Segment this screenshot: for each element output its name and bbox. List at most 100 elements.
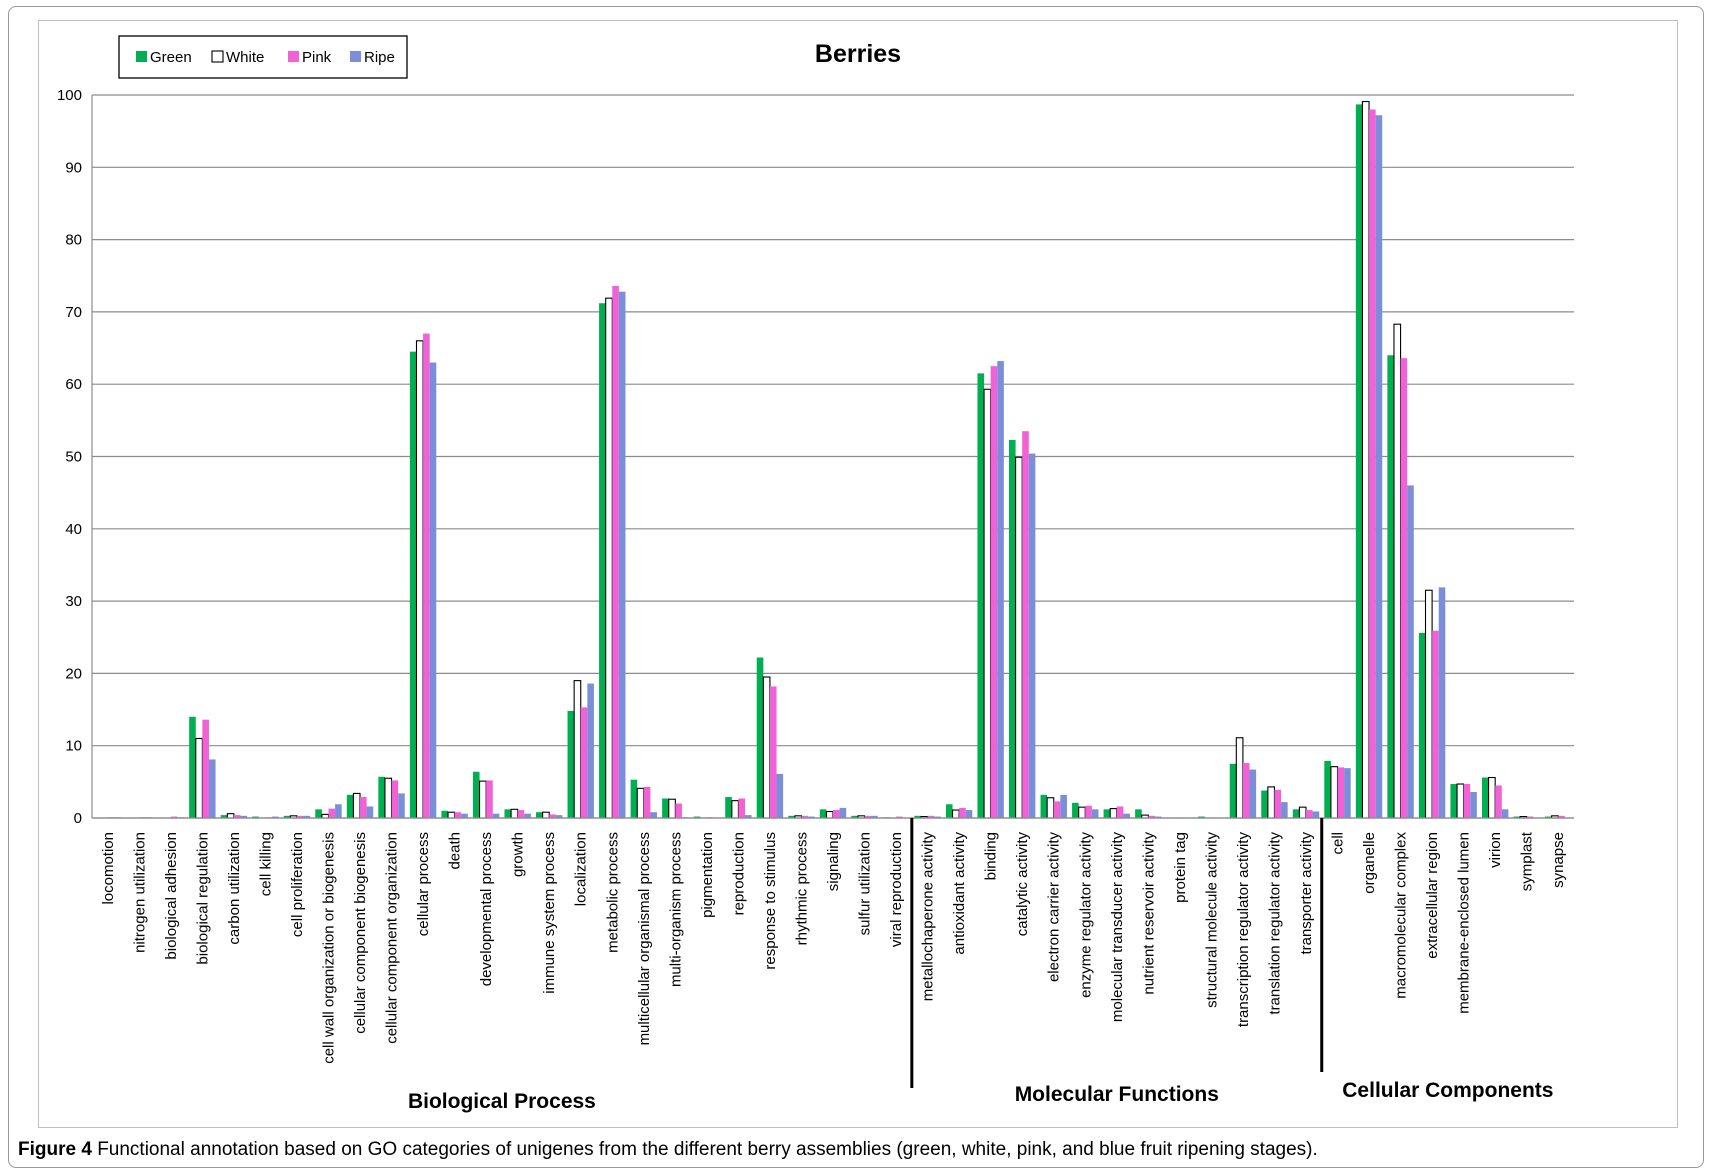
bar-pink (1495, 785, 1502, 818)
x-tick-label: biological adhesion (163, 832, 180, 960)
bar-green (1261, 790, 1268, 818)
bar-green (378, 776, 385, 818)
bar-ripe (1407, 485, 1414, 818)
bar-white (542, 811, 550, 819)
legend-swatch-white (211, 50, 224, 63)
bar-ripe (303, 815, 311, 818)
bar-green (788, 815, 795, 818)
bar-green (945, 804, 953, 818)
bar-pink (612, 285, 619, 818)
bar-ripe (839, 807, 847, 818)
bar-ripe (429, 362, 437, 818)
bar-green (1545, 816, 1552, 818)
bar-ripe (997, 361, 1004, 818)
bar-green (1008, 439, 1016, 818)
bar-white (1109, 808, 1118, 819)
bar-pink (170, 816, 178, 818)
x-tick-label: cell killing (257, 832, 274, 896)
bar-white (1235, 737, 1244, 819)
bar-ripe (1281, 802, 1288, 818)
chart-area (38, 20, 1678, 1128)
bar-pink (864, 815, 872, 818)
bar-white (668, 798, 676, 819)
bar-green (914, 815, 921, 818)
chart-title: Berries (815, 40, 901, 68)
bar-green (662, 798, 669, 818)
bar-pink (643, 786, 651, 818)
bar-ripe (965, 810, 973, 818)
bar-green (567, 710, 575, 818)
bar-pink (233, 815, 241, 818)
x-tick-label: catalytic activity (1014, 832, 1031, 937)
x-tick-label: locomotion (100, 832, 117, 905)
bar-ripe (587, 683, 594, 818)
bar-white (415, 340, 424, 819)
bar-ripe (1501, 809, 1509, 818)
bar-green (1355, 104, 1363, 819)
bar-white (731, 800, 739, 819)
bar-pink (360, 797, 367, 818)
x-tick-label: nitrogen utilization (131, 832, 148, 953)
bar-pink (1148, 815, 1155, 818)
x-tick-label: structural molecule activity (1203, 832, 1220, 1008)
y-tick-label: 10 (65, 738, 82, 755)
bar-white (1015, 456, 1023, 819)
bar-white (478, 780, 487, 819)
y-tick-label: 40 (65, 521, 82, 538)
bar-pink (1022, 431, 1029, 818)
x-tick-label: pigmentation (699, 832, 716, 918)
bar-pink (738, 798, 746, 818)
bar-green (1513, 816, 1521, 818)
bar-green (1450, 784, 1458, 818)
bar-ripe (366, 806, 374, 818)
bar-white (1267, 786, 1275, 819)
bar-green (599, 303, 606, 818)
bar-pink (833, 810, 840, 818)
legend-swatch-ripe (350, 51, 361, 62)
bar-ripe (335, 804, 342, 818)
bar-pink (296, 815, 304, 818)
x-tick-label: sulfur utilization (857, 832, 874, 935)
bar-green (1135, 809, 1142, 818)
group-label: Molecular Functions (1015, 1083, 1219, 1106)
bar-ripe (1470, 791, 1477, 818)
x-tick-label: carbon utilization (226, 832, 243, 945)
bar-green (977, 373, 985, 818)
bar-white (447, 811, 456, 819)
y-tick-label: 60 (65, 376, 82, 393)
bar-ripe (492, 813, 500, 818)
bar-green (1418, 632, 1426, 818)
bar-green (1324, 760, 1331, 818)
bar-ripe (745, 815, 752, 818)
bar-green (851, 815, 858, 818)
bar-pink (896, 816, 903, 818)
x-tick-label: viral reproduction (888, 832, 905, 947)
bar-pink (202, 719, 209, 818)
bar-ripe (934, 816, 941, 818)
bar-green (1040, 794, 1048, 818)
bar-green (630, 779, 638, 818)
x-tick-label: multi-organism process (667, 832, 684, 987)
bar-green (315, 809, 322, 818)
x-tick-label: translation regulator activity (1266, 832, 1283, 1015)
bar-green (283, 815, 291, 818)
bar-pink (328, 808, 336, 818)
bar-white (1078, 806, 1086, 819)
bar-ripe (1312, 811, 1320, 818)
bar-ripe (1091, 809, 1099, 818)
bar-pink (1337, 767, 1345, 818)
bar-white (1488, 776, 1496, 819)
bar-ripe (461, 813, 468, 818)
x-tick-label: developmental process (478, 832, 495, 986)
bar-white (983, 388, 992, 819)
y-tick-label: 70 (65, 304, 82, 321)
bar-white (825, 810, 834, 819)
bar-white (226, 813, 235, 819)
x-tick-label: cell wall organization or biogenesis (320, 832, 337, 1064)
bar-pink (990, 366, 998, 818)
bar-pink (769, 686, 777, 818)
bar-pink (391, 780, 399, 818)
bar-pink (801, 815, 809, 818)
x-tick-label: biological regulation (194, 832, 211, 965)
x-tick-label: synapse (1550, 832, 1567, 888)
